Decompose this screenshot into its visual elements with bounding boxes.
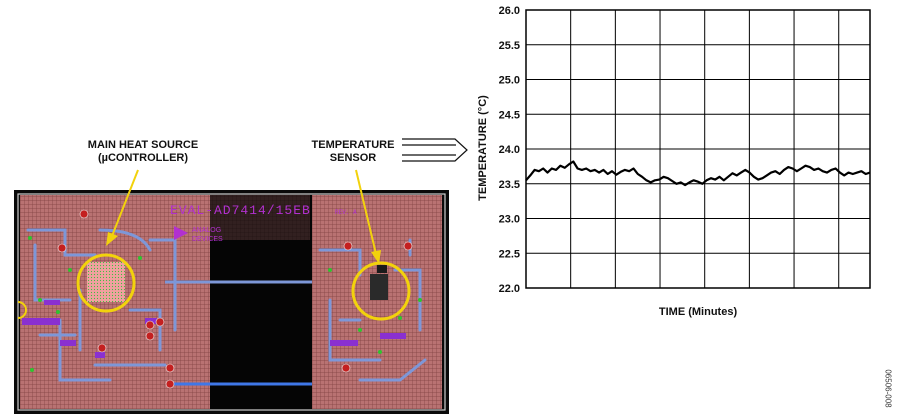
sensor-ic-pad <box>377 265 387 273</box>
y-tick-label: 22.0 <box>499 283 520 295</box>
grid-lines <box>526 9 870 289</box>
analog-devices-logo-icon <box>174 226 188 240</box>
x-axis-title: TIME (Minutes) <box>658 306 738 318</box>
heat-source-callout-line-2: (µCONTROLLER) <box>97 152 189 164</box>
board-logo-line-1: ANALOG <box>192 227 221 234</box>
sensor-callout: TEMPERATURE SENSOR <box>300 139 406 165</box>
heat-source-callout-line-1: MAIN HEAT SOURCE <box>87 139 199 151</box>
y-axis-ticks: 22.0 22.5 23.0 23.5 24.0 24.5 25.0 25.5 26.0 <box>499 5 520 295</box>
board-logo-line-2: DEVICES <box>192 236 223 243</box>
pcb-test-points <box>28 236 422 372</box>
temperature-chart: 22.0 22.5 23.0 23.5 24.0 24.5 25.0 25.5 26.0 <box>499 5 871 295</box>
board-silkscreen-rev: REV. A <box>335 209 357 216</box>
heat-source-callout: MAIN HEAT SOURCE (µCONTROLLER) <box>68 139 218 165</box>
y-tick-label: 24.0 <box>499 144 520 156</box>
sensor-pointer <box>355 169 381 264</box>
sensor-to-chart-arrow-icon <box>402 138 468 162</box>
y-tick-label: 25.0 <box>499 75 520 87</box>
heat-source-highlight-circle <box>76 253 136 313</box>
y-tick-label: 25.5 <box>499 40 520 52</box>
y-tick-label: 23.0 <box>499 214 520 226</box>
edge-connector-highlight <box>17 301 27 319</box>
figure-id: 06506-008 <box>883 369 893 408</box>
board-silkscreen-name: EVAL-AD7414/15EB <box>170 203 311 218</box>
pcb-upper-band <box>170 195 310 240</box>
y-tick-label: 23.5 <box>499 179 520 191</box>
pcb-vias <box>57 209 413 389</box>
heat-source-pointer <box>106 169 139 246</box>
pcb-board-image: EVAL-AD7414/15EB REV. A ANALOG DEVICES <box>14 169 449 414</box>
sensor-callout-line-2: SENSOR <box>329 152 377 164</box>
y-axis-title: TEMPERATURE (°C) <box>477 95 489 201</box>
sensor-callout-line-1: TEMPERATURE <box>311 139 395 151</box>
sensor-highlight-circle <box>351 261 411 321</box>
y-tick-label: 24.5 <box>499 109 520 121</box>
y-tick-label: 26.0 <box>499 5 520 17</box>
y-tick-label: 22.5 <box>499 248 520 260</box>
sensor-ic <box>370 274 388 300</box>
microcontroller-chip <box>87 262 125 302</box>
series-line-temperature <box>525 160 871 187</box>
pcb-long-traces <box>165 280 312 386</box>
